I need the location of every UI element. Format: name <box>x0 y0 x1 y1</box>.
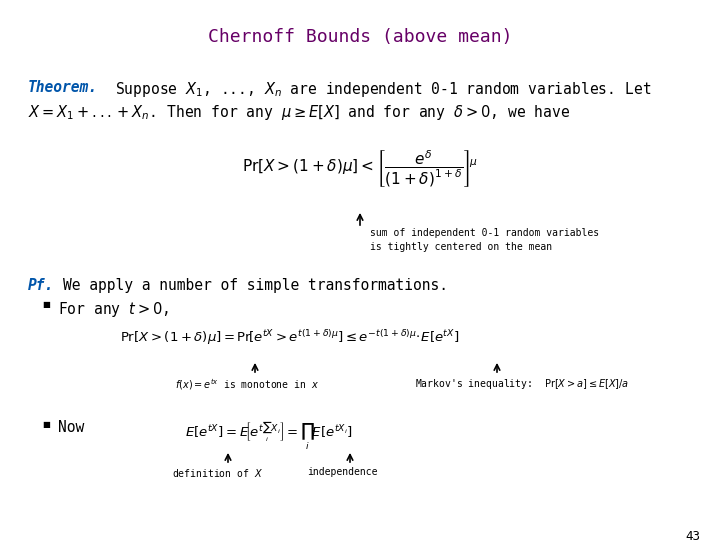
Text: $f(x) = e^{tx}$ is monotone in $x$: $f(x) = e^{tx}$ is monotone in $x$ <box>175 377 319 392</box>
Text: ■: ■ <box>42 300 50 309</box>
Text: $\mathrm{Pr}[X > (1+\delta)\mu] < \left[\dfrac{e^{\delta}}{(1+\delta)^{1+\delta}: $\mathrm{Pr}[X > (1+\delta)\mu] < \left[… <box>242 148 478 189</box>
Text: Theorem.: Theorem. <box>28 80 98 95</box>
Text: Now: Now <box>58 420 84 435</box>
Text: definition of $X$: definition of $X$ <box>172 467 263 479</box>
Text: sum of independent 0-1 random variables
is tightly centered on the mean: sum of independent 0-1 random variables … <box>370 228 599 252</box>
Text: ■: ■ <box>42 420 50 429</box>
Text: For any $t > 0$,: For any $t > 0$, <box>58 300 168 319</box>
Text: $\mathrm{Pr}[X>(1+\delta)\mu] = \mathrm{Pr}\!\left[e^{tX}>e^{t(1+\delta)\mu}\rig: $\mathrm{Pr}[X>(1+\delta)\mu] = \mathrm{… <box>120 328 459 347</box>
Text: independence: independence <box>307 467 377 477</box>
Text: Markov's inequality:  $\mathrm{Pr}[X > a] \leq E[X] / a$: Markov's inequality: $\mathrm{Pr}[X > a]… <box>415 377 629 391</box>
Text: We apply a number of simple transformations.: We apply a number of simple transformati… <box>63 278 448 293</box>
Text: 43: 43 <box>685 530 700 540</box>
Text: $E[e^{tX}] = E\!\left[e^{t\sum_i X_i}\right] = \prod_i E[e^{tX_i}]$: $E[e^{tX}] = E\!\left[e^{t\sum_i X_i}\ri… <box>185 420 353 452</box>
Text: Chernoff Bounds (above mean): Chernoff Bounds (above mean) <box>208 28 512 46</box>
Text: Suppose $X_1$, ..., $X_n$ are independent 0-1 random variables. Let: Suppose $X_1$, ..., $X_n$ are independen… <box>115 80 652 99</box>
Text: $X = X_1 + ... + X_n$. Then for any $\mu \geq E[X]$ and for any $\delta > 0$, we: $X = X_1 + ... + X_n$. Then for any $\mu… <box>28 103 570 122</box>
Text: Pf.: Pf. <box>28 278 54 293</box>
